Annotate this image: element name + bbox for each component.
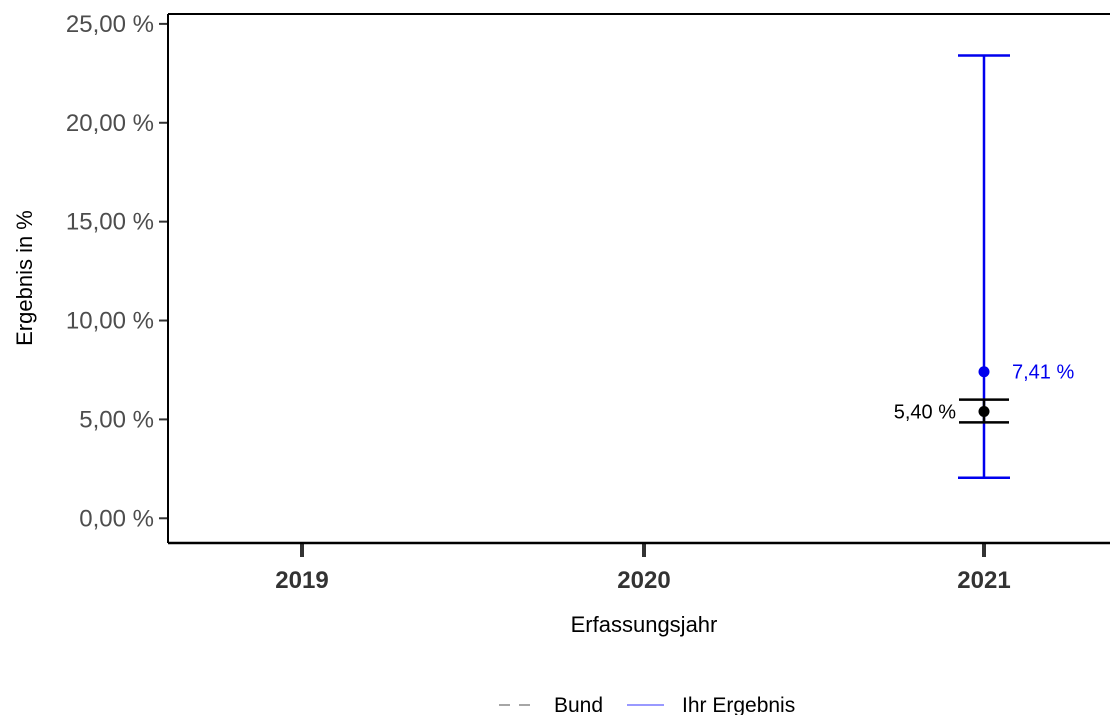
y-tick-label: 5,00 %: [79, 406, 154, 433]
ihr-ergebnis-point: [978, 366, 990, 378]
y-tick-label: 20,00 %: [66, 110, 154, 137]
legend-bund-label: Bund: [554, 694, 603, 715]
legend: Bund Ihr Ergebnis: [499, 694, 795, 715]
y-tick-label: 10,00 %: [66, 308, 154, 335]
y-axis-ticks: 0,00 % 5,00 % 10,00 % 15,00 % 20,00 % 25,00 %: [66, 11, 168, 532]
y-axis-title: Ergebnis in %: [12, 210, 37, 346]
data-marks: 7,41 % 5,40 %: [894, 54, 1074, 479]
plot-area: [168, 14, 1110, 543]
x-axis-ticks: 2019 2020 2021: [275, 543, 1011, 594]
legend-ihr-ergebnis-label: Ihr Ergebnis: [682, 694, 795, 715]
plot-border: [167, 13, 1110, 545]
x-tick-label: 2020: [617, 567, 670, 594]
x-axis-title: Erfassungsjahr: [571, 612, 718, 637]
y-tick-label: 0,00 %: [79, 505, 154, 532]
ihr-ergebnis-data-label: 7,41 %: [1012, 362, 1074, 384]
bund-data-label: 5,40 %: [894, 401, 956, 423]
x-tick-label: 2019: [275, 567, 328, 594]
y-tick-label: 25,00 %: [66, 11, 154, 38]
x-tick-label: 2021: [957, 567, 1010, 594]
bund-point: [978, 405, 990, 417]
y-tick-label: 15,00 %: [66, 209, 154, 236]
